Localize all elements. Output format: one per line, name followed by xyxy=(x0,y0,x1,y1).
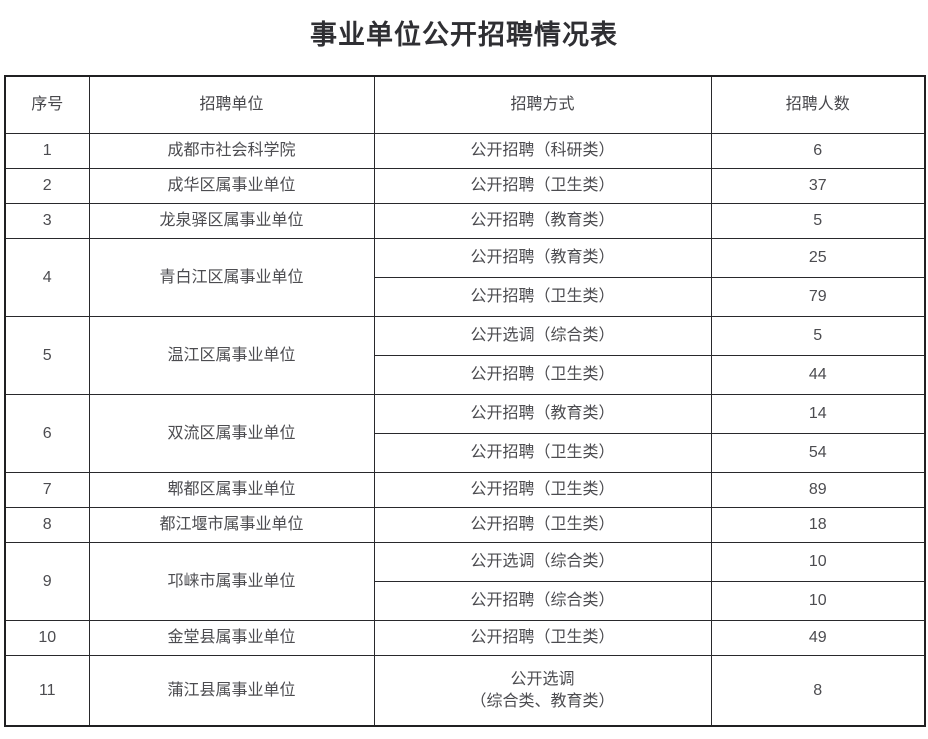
count-cell: 37 xyxy=(710,168,926,204)
count-cell: 44 xyxy=(710,355,926,395)
header-recruiting-unit: 招聘单位 xyxy=(88,75,375,134)
method-cell: 公开选调 （综合类、教育类） xyxy=(373,655,712,727)
serial-cell: 10 xyxy=(4,620,90,656)
unit-cell: 邛崃市属事业单位 xyxy=(88,542,375,621)
serial-cell: 6 xyxy=(4,394,90,473)
recruitment-table: 序号 招聘单位 招聘方式 招聘人数 1 成都市社会科学院 公开招聘（科研类） 6… xyxy=(4,75,926,727)
method-cell: 公开招聘（教育类） xyxy=(373,394,712,434)
serial-cell: 1 xyxy=(4,133,90,169)
method-cell: 公开招聘（卫生类） xyxy=(373,433,712,473)
unit-cell: 都江堰市属事业单位 xyxy=(88,507,375,543)
table-row: 8 都江堰市属事业单位 公开招聘（卫生类） 18 xyxy=(4,507,926,543)
count-cell: 10 xyxy=(710,542,926,582)
table-row: 10 金堂县属事业单位 公开招聘（卫生类） 49 xyxy=(4,620,926,656)
header-serial-number: 序号 xyxy=(4,75,90,134)
table-row: 1 成都市社会科学院 公开招聘（科研类） 6 xyxy=(4,133,926,169)
count-cell: 14 xyxy=(710,394,926,434)
header-recruitment-count: 招聘人数 xyxy=(710,75,926,134)
method-cell: 公开招聘（教育类） xyxy=(373,238,712,278)
method-cell: 公开招聘（卫生类） xyxy=(373,472,712,508)
count-cell: 89 xyxy=(710,472,926,508)
serial-cell: 3 xyxy=(4,203,90,239)
unit-cell: 温江区属事业单位 xyxy=(88,316,375,395)
method-cell: 公开招聘（卫生类） xyxy=(373,620,712,656)
table-subrow: 公开招聘（综合类） 10 xyxy=(5,581,926,621)
unit-cell: 郫都区属事业单位 xyxy=(88,472,375,508)
count-cell: 5 xyxy=(710,316,926,356)
method-cell: 公开招聘（卫生类） xyxy=(373,168,712,204)
unit-cell: 青白江区属事业单位 xyxy=(88,238,375,317)
method-cell: 公开招聘（科研类） xyxy=(373,133,712,169)
unit-cell: 成华区属事业单位 xyxy=(88,168,375,204)
method-cell: 公开招聘（卫生类） xyxy=(373,277,712,317)
unit-cell: 金堂县属事业单位 xyxy=(88,620,375,656)
count-cell: 49 xyxy=(710,620,926,656)
unit-cell: 龙泉驿区属事业单位 xyxy=(88,203,375,239)
serial-cell: 8 xyxy=(4,507,90,543)
serial-cell: 4 xyxy=(4,238,90,317)
table-row: 5 温江区属事业单位 公开选调（综合类） 5 xyxy=(4,316,926,395)
serial-cell: 5 xyxy=(4,316,90,395)
count-cell: 6 xyxy=(710,133,926,169)
page-title: 事业单位公开招聘情况表 xyxy=(310,20,618,51)
table-row: 11 蒲江县属事业单位 公开选调 （综合类、教育类） 8 xyxy=(4,655,926,727)
method-cell: 公开招聘（卫生类） xyxy=(373,355,712,395)
count-cell: 10 xyxy=(710,581,926,621)
table-subrow: 公开招聘（卫生类） 44 xyxy=(5,355,926,395)
serial-cell: 11 xyxy=(4,655,90,727)
count-cell: 18 xyxy=(710,507,926,543)
table-row: 7 郫都区属事业单位 公开招聘（卫生类） 89 xyxy=(4,472,926,508)
table-row: 6 双流区属事业单位 公开招聘（教育类） 14 xyxy=(4,394,926,473)
unit-cell: 蒲江县属事业单位 xyxy=(88,655,375,727)
count-cell: 25 xyxy=(710,238,926,278)
method-cell: 公开选调（综合类） xyxy=(373,542,712,582)
serial-cell: 9 xyxy=(4,542,90,621)
table-header: 序号 招聘单位 招聘方式 招聘人数 xyxy=(4,75,926,134)
method-cell: 公开招聘（教育类） xyxy=(373,203,712,239)
table-row: 3 龙泉驿区属事业单位 公开招聘（教育类） 5 xyxy=(4,203,926,239)
serial-cell: 2 xyxy=(4,168,90,204)
unit-cell: 成都市社会科学院 xyxy=(88,133,375,169)
count-cell: 79 xyxy=(710,277,926,317)
table-row: 2 成华区属事业单位 公开招聘（卫生类） 37 xyxy=(4,168,926,204)
table-subrow: 公开招聘（卫生类） 79 xyxy=(5,277,926,317)
count-cell: 54 xyxy=(710,433,926,473)
count-cell: 5 xyxy=(710,203,926,239)
serial-cell: 7 xyxy=(4,472,90,508)
method-cell: 公开选调（综合类） xyxy=(373,316,712,356)
table-subrow: 公开招聘（卫生类） 54 xyxy=(5,433,926,473)
method-cell: 公开招聘（卫生类） xyxy=(373,507,712,543)
table-row: 9 邛崃市属事业单位 公开选调（综合类） 10 xyxy=(4,542,926,621)
method-cell: 公开招聘（综合类） xyxy=(373,581,712,621)
count-cell: 8 xyxy=(710,655,926,727)
unit-cell: 双流区属事业单位 xyxy=(88,394,375,473)
table-row: 4 青白江区属事业单位 公开招聘（教育类） 25 xyxy=(4,238,926,317)
header-row: 序号 招聘单位 招聘方式 招聘人数 xyxy=(4,75,926,134)
header-recruitment-method: 招聘方式 xyxy=(373,75,712,134)
